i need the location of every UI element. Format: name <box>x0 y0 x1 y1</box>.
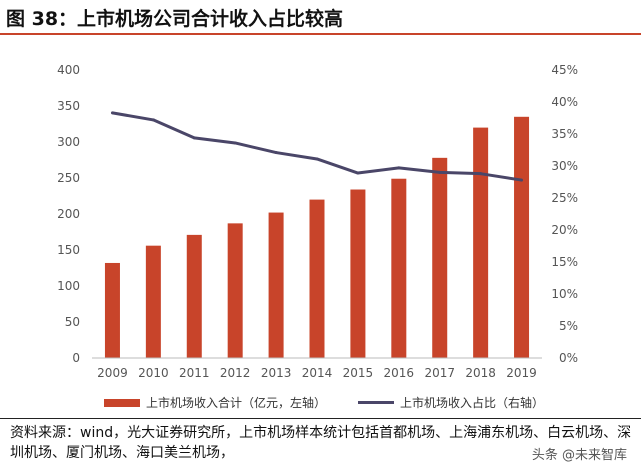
bar-2010 <box>145 245 161 358</box>
x-tick-label: 2009 <box>97 366 128 380</box>
left-tick-label: 250 <box>57 171 80 185</box>
line-series <box>110 111 524 182</box>
bar-2019 <box>514 116 530 358</box>
x-tick-label: 2017 <box>424 366 455 380</box>
share-point-2011 <box>192 136 196 140</box>
share-point-2016 <box>397 166 401 170</box>
share-point-2017 <box>438 170 442 174</box>
share-point-2018 <box>479 172 483 176</box>
left-tick-label: 400 <box>57 63 80 77</box>
right-tick-label: 10% <box>551 287 578 301</box>
legend-swatch-bar <box>104 398 140 407</box>
x-tick-label: 2019 <box>506 366 537 380</box>
legend-item-share: 上市机场收入占比（右轴） <box>358 394 544 411</box>
x-tick-label: 2018 <box>465 366 496 380</box>
right-tick-label: 15% <box>551 255 578 269</box>
share-point-2015 <box>356 171 360 175</box>
bar-2016 <box>391 178 407 358</box>
x-tick-label: 2010 <box>138 366 169 380</box>
left-axis: 0 50 100 150 200 250 300 350 400 <box>57 63 80 365</box>
chart-title: 图 38：上市机场公司合计收入占比较高 <box>6 8 344 30</box>
left-tick-label: 100 <box>57 279 80 293</box>
x-tick-label: 2014 <box>302 366 333 380</box>
right-tick-label: 25% <box>551 191 578 205</box>
share-point-2009 <box>110 111 114 115</box>
bar-2017 <box>432 157 448 358</box>
legend-label-share: 上市机场收入占比（右轴） <box>400 396 545 410</box>
bar-2014 <box>309 199 325 358</box>
watermark: 头条 @未来智库 <box>529 444 629 463</box>
right-tick-label: 30% <box>551 159 578 173</box>
x-tick-label: 2016 <box>384 366 415 380</box>
x-tick-label: 2011 <box>179 366 210 380</box>
bar-2011 <box>186 234 202 358</box>
right-axis: 0% 5% 10% 15% 20% 25% 30% 35% 40% 45% <box>551 63 578 365</box>
combo-chart: 0 50 100 150 200 250 300 350 400 0% 5% 10% 15% 20% 25… <box>57 63 578 380</box>
share-point-2019 <box>520 178 524 182</box>
share-point-2012 <box>233 141 237 145</box>
share-point-2014 <box>315 157 319 161</box>
legend-label-revenue: 上市机场收入合计（亿元，左轴） <box>146 396 327 410</box>
legend-item-revenue: 上市机场收入合计（亿元，左轴） <box>104 394 326 411</box>
right-tick-label: 20% <box>551 223 578 237</box>
x-tick-label: 2013 <box>261 366 292 380</box>
bar-2012 <box>227 223 243 358</box>
footer-rule <box>0 418 641 419</box>
left-tick-label: 200 <box>57 207 80 221</box>
share-point-2010 <box>151 118 155 122</box>
bar-2018 <box>473 127 489 358</box>
title-rule <box>0 33 641 35</box>
x-tick-label: 2012 <box>220 366 251 380</box>
right-tick-label: 5% <box>559 319 578 333</box>
bar-2015 <box>350 189 366 358</box>
share-point-2013 <box>274 151 278 155</box>
right-tick-label: 40% <box>551 95 578 109</box>
right-tick-label: 45% <box>551 63 578 77</box>
left-tick-label: 0 <box>72 351 80 365</box>
bar-series <box>104 116 530 358</box>
left-tick-label: 150 <box>57 243 80 257</box>
source-note: 资料来源：wind，光大证券研究所，上市机场样本统计包括首都机场、上海浦东机场、… <box>10 425 632 461</box>
right-tick-label: 35% <box>551 127 578 141</box>
bar-2013 <box>268 212 284 358</box>
legend: 上市机场收入合计（亿元，左轴） 上市机场收入占比（右轴） <box>0 394 641 412</box>
right-tick-label: 0% <box>559 351 578 365</box>
x-axis: 2009 2010 2011 2012 2013 2014 2015 2016 2017 2018… <box>97 366 537 380</box>
bar-2009 <box>104 262 120 358</box>
left-tick-label: 300 <box>57 135 80 149</box>
left-tick-label: 350 <box>57 99 80 113</box>
share-line <box>112 111 522 182</box>
left-tick-label: 50 <box>65 315 80 329</box>
x-tick-label: 2015 <box>343 366 374 380</box>
legend-swatch-line <box>358 401 394 404</box>
